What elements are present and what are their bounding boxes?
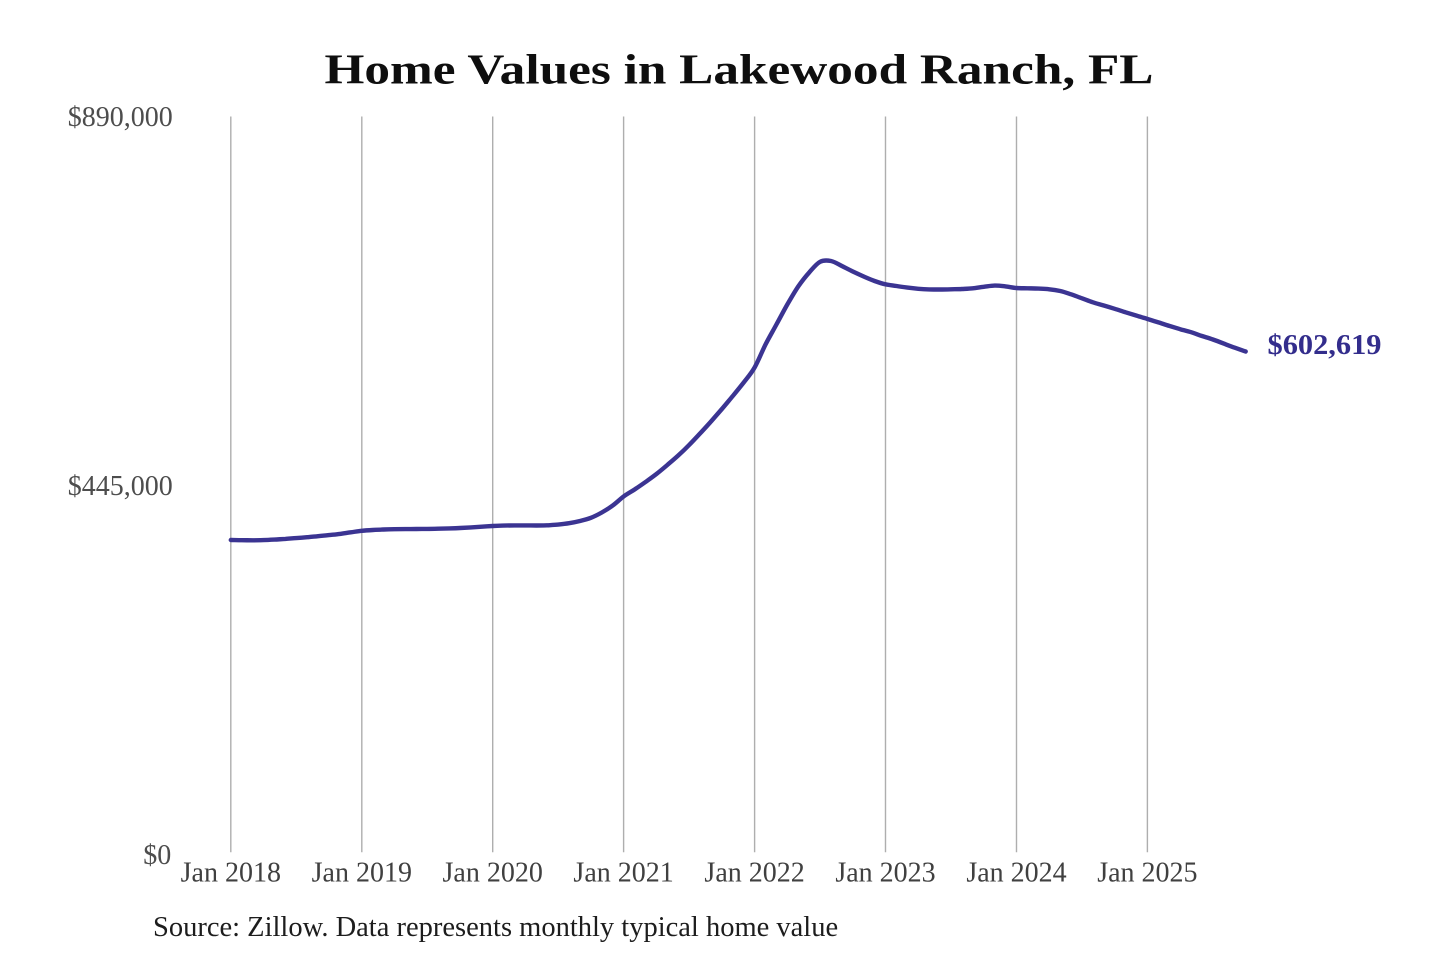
svg-text:Home Values in Lakewood Ranch,: Home Values in Lakewood Ranch, FL — [325, 47, 1154, 93]
svg-text:Jan 2025: Jan 2025 — [1097, 858, 1197, 889]
svg-text:$890,000: $890,000 — [68, 102, 173, 133]
svg-text:$602,619: $602,619 — [1268, 330, 1382, 361]
svg-text:Jan 2022: Jan 2022 — [704, 858, 804, 889]
svg-text:Jan 2018: Jan 2018 — [181, 858, 281, 889]
svg-text:Jan 2021: Jan 2021 — [573, 858, 673, 889]
svg-text:$0: $0 — [143, 840, 171, 871]
svg-text:Jan 2020: Jan 2020 — [443, 858, 543, 889]
svg-text:Jan 2024: Jan 2024 — [966, 858, 1066, 889]
svg-text:Jan 2023: Jan 2023 — [835, 858, 935, 889]
svg-text:Jan 2019: Jan 2019 — [312, 858, 412, 889]
svg-text:Source: Zillow. Data represent: Source: Zillow. Data represents monthly … — [153, 912, 838, 943]
svg-text:$445,000: $445,000 — [68, 471, 173, 502]
